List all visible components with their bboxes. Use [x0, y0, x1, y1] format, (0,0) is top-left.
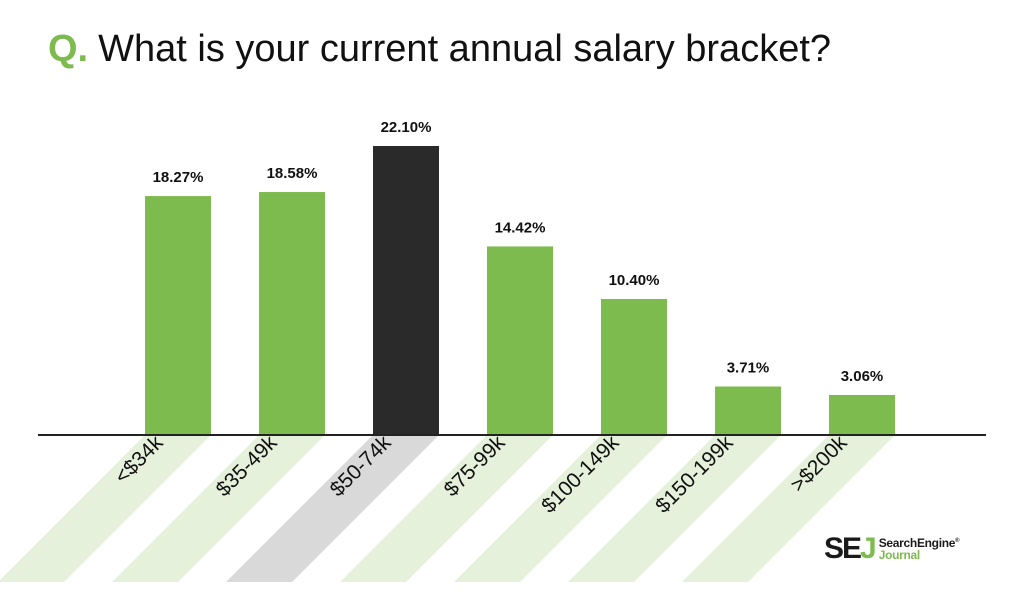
question-prefix: Q. [48, 28, 89, 70]
bar-value-label: 22.10% [381, 119, 432, 136]
bar [373, 146, 439, 435]
category-stripe [568, 435, 781, 582]
bar [487, 246, 553, 435]
sej-logo-mark: SEJ [824, 532, 877, 565]
sej-logo: SEJ SearchEngine® Journal [824, 532, 960, 565]
bar-value-label: 18.27% [153, 169, 204, 186]
bar [145, 196, 211, 435]
category-stripe [682, 435, 895, 582]
category-stripe [0, 435, 211, 582]
question-text: What is your current annual salary brack… [98, 28, 832, 70]
chart-title: Q. What is your current annual salary bra… [48, 28, 831, 71]
bar [601, 299, 667, 435]
category-stripe [226, 435, 439, 582]
category-stripe [340, 435, 553, 582]
bar [259, 192, 325, 435]
bar-value-label: 10.40% [609, 272, 660, 289]
category-stripe [112, 435, 325, 582]
bar [715, 386, 781, 435]
bar [829, 394, 895, 435]
category-stripe [454, 435, 667, 582]
bar-value-label: 14.42% [495, 219, 546, 236]
bar-value-label: 3.71% [727, 359, 770, 376]
bar-value-label: 3.06% [841, 368, 884, 385]
sej-logo-words: SearchEngine® Journal [878, 536, 960, 562]
bar-value-label: 18.58% [267, 165, 318, 182]
